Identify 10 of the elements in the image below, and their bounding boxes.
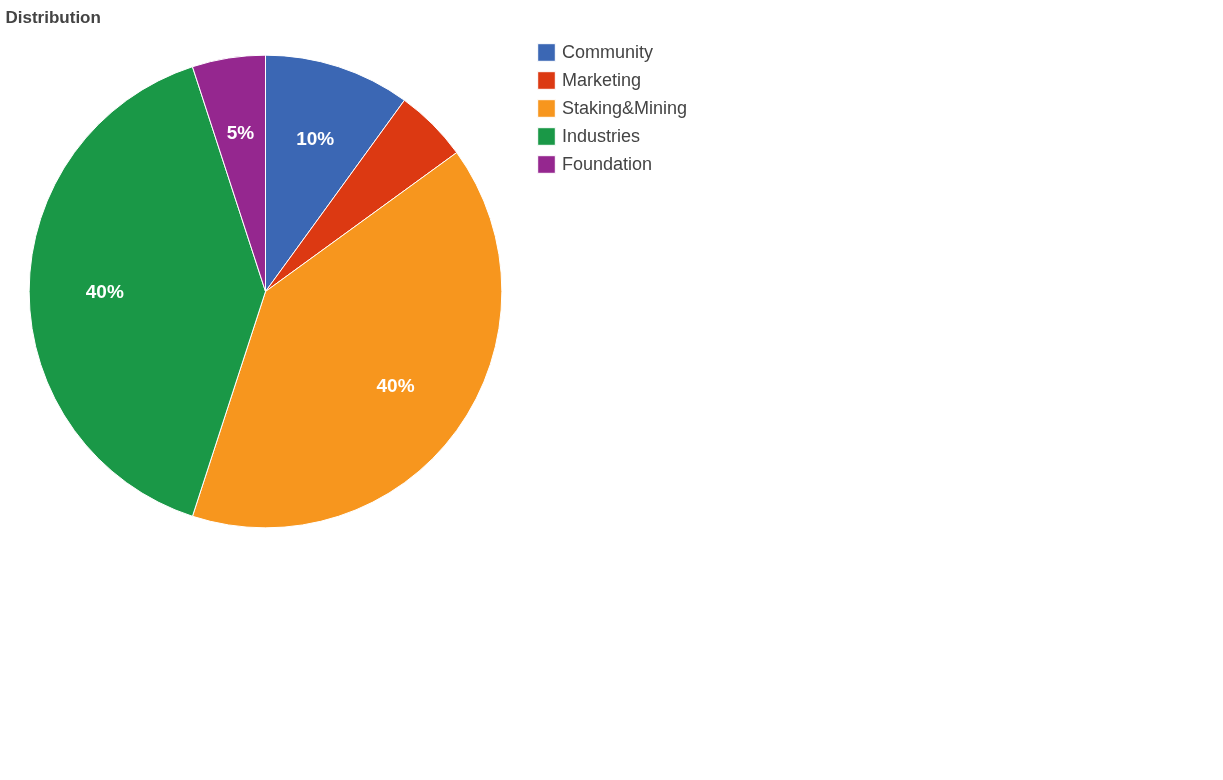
- data-label: 40%: [85, 281, 124, 302]
- data-label: 10%: [296, 128, 335, 150]
- legend-label: Foundation: [562, 153, 653, 175]
- legend-label: Community: [562, 41, 654, 63]
- chart-title: Distribution: [5, 7, 101, 27]
- data-label: 5%: [226, 122, 255, 144]
- legend-label: Industries: [562, 125, 641, 147]
- legend-label: Marketing: [562, 69, 642, 91]
- legend-label: Staking&Mining: [562, 97, 688, 119]
- data-label: 40%: [376, 375, 415, 397]
